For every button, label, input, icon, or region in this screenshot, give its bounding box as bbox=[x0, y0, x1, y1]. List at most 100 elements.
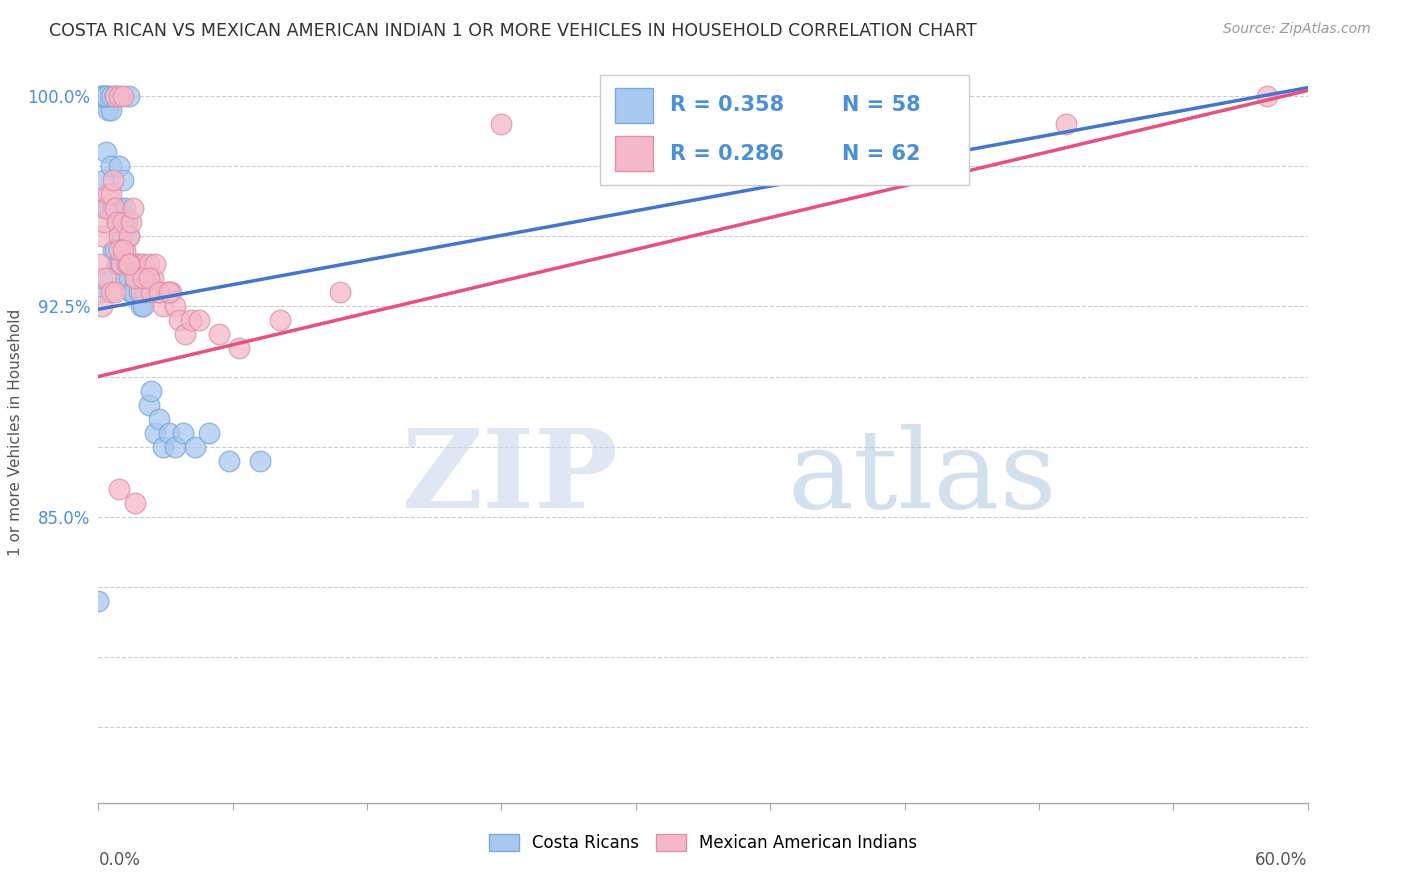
Point bbox=[107, 257, 129, 271]
Point bbox=[491, 117, 513, 131]
Point bbox=[103, 244, 125, 258]
Point bbox=[120, 215, 142, 229]
Text: N = 62: N = 62 bbox=[842, 144, 921, 163]
Point bbox=[111, 229, 134, 244]
Point bbox=[111, 215, 134, 229]
Point bbox=[148, 285, 170, 300]
Point bbox=[120, 285, 142, 300]
Point bbox=[91, 300, 114, 314]
Point bbox=[100, 187, 122, 202]
Point bbox=[174, 327, 197, 342]
Point bbox=[138, 271, 160, 285]
Point bbox=[128, 285, 150, 300]
Point bbox=[129, 285, 152, 300]
Point bbox=[97, 187, 120, 202]
Y-axis label: 1 or more Vehicles in Household: 1 or more Vehicles in Household bbox=[8, 309, 24, 557]
Point bbox=[107, 215, 129, 229]
Point bbox=[110, 201, 132, 215]
Point bbox=[124, 271, 146, 285]
FancyBboxPatch shape bbox=[614, 87, 654, 123]
Point bbox=[89, 89, 111, 103]
Point bbox=[96, 145, 118, 160]
Point bbox=[103, 89, 125, 103]
Point bbox=[132, 300, 155, 314]
Point bbox=[103, 201, 125, 215]
Point bbox=[184, 440, 207, 454]
Point bbox=[329, 285, 352, 300]
Point bbox=[97, 89, 120, 103]
Text: ZIP: ZIP bbox=[402, 424, 619, 531]
Point bbox=[97, 103, 120, 117]
Point bbox=[138, 257, 160, 271]
Point bbox=[107, 244, 129, 258]
Point bbox=[180, 313, 202, 327]
Point bbox=[118, 89, 141, 103]
Point bbox=[93, 89, 115, 103]
Point bbox=[152, 300, 174, 314]
Point bbox=[100, 285, 122, 300]
Point bbox=[107, 159, 129, 173]
Point bbox=[132, 271, 155, 285]
Point bbox=[93, 201, 115, 215]
Point bbox=[139, 384, 162, 398]
Point bbox=[157, 425, 180, 440]
Point bbox=[115, 257, 138, 271]
Point bbox=[101, 173, 124, 187]
Point bbox=[198, 425, 221, 440]
Point bbox=[93, 173, 115, 187]
Point bbox=[249, 453, 271, 467]
Point bbox=[172, 425, 194, 440]
Point bbox=[96, 271, 118, 285]
Point bbox=[101, 244, 124, 258]
Point bbox=[118, 257, 141, 271]
Point bbox=[100, 89, 122, 103]
Point bbox=[218, 453, 240, 467]
Point bbox=[100, 103, 122, 117]
Point bbox=[105, 257, 128, 271]
Point bbox=[160, 285, 183, 300]
Point bbox=[111, 244, 134, 258]
Point bbox=[1256, 89, 1278, 103]
Point bbox=[103, 89, 125, 103]
Point bbox=[152, 440, 174, 454]
Point bbox=[129, 300, 152, 314]
Point bbox=[228, 342, 250, 356]
Point bbox=[115, 257, 138, 271]
Point bbox=[139, 285, 162, 300]
Point bbox=[143, 425, 166, 440]
Point bbox=[124, 257, 146, 271]
Point bbox=[138, 271, 160, 285]
Point bbox=[121, 285, 143, 300]
Point bbox=[103, 285, 125, 300]
Text: COSTA RICAN VS MEXICAN AMERICAN INDIAN 1 OR MORE VEHICLES IN HOUSEHOLD CORRELATI: COSTA RICAN VS MEXICAN AMERICAN INDIAN 1… bbox=[49, 22, 977, 40]
Point bbox=[163, 440, 186, 454]
Point bbox=[148, 411, 170, 425]
Text: atlas: atlas bbox=[787, 424, 1057, 531]
Point bbox=[167, 313, 190, 327]
Point bbox=[138, 398, 160, 412]
Point bbox=[142, 271, 165, 285]
Point bbox=[134, 285, 156, 300]
FancyBboxPatch shape bbox=[614, 136, 654, 171]
Point bbox=[101, 201, 124, 215]
Point bbox=[93, 215, 115, 229]
Text: R = 0.286: R = 0.286 bbox=[671, 144, 785, 163]
Point bbox=[91, 271, 114, 285]
Point bbox=[97, 201, 120, 215]
Point bbox=[188, 313, 211, 327]
Point bbox=[118, 229, 141, 244]
Point bbox=[118, 229, 141, 244]
Point bbox=[143, 257, 166, 271]
Point bbox=[110, 257, 132, 271]
Point bbox=[114, 244, 136, 258]
Point bbox=[105, 215, 128, 229]
Point bbox=[103, 201, 125, 215]
Point bbox=[110, 257, 132, 271]
Point bbox=[105, 215, 128, 229]
Point bbox=[111, 89, 134, 103]
Point bbox=[89, 285, 111, 300]
Point bbox=[96, 89, 118, 103]
Point bbox=[118, 271, 141, 285]
Point bbox=[100, 159, 122, 173]
Point bbox=[148, 285, 170, 300]
